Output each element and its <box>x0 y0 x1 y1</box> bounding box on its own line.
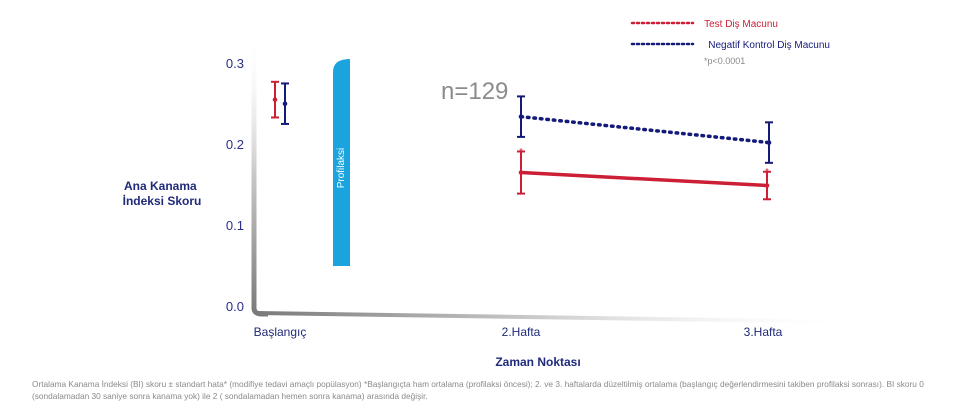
point-marker <box>518 114 524 119</box>
prophylaxis-label: Profilaksi <box>336 148 347 189</box>
y-tick-label: 0.0 <box>226 299 244 314</box>
data-point <box>271 80 279 119</box>
significance-note: *p<0.0001 <box>704 56 745 66</box>
series-line <box>519 170 769 188</box>
y-axis-title-line2: İndeksi Skoru <box>123 193 202 208</box>
x-axis-title: Zaman Noktası <box>495 355 580 369</box>
data-point <box>517 95 525 138</box>
legend-label-control: Negatif Kontrol Diş Macunu <box>708 40 830 51</box>
series-layer: ** <box>271 80 773 201</box>
footnote: Ortalama Kanama İndeksi (BI) skoru ± sta… <box>32 379 924 401</box>
data-point <box>765 121 773 164</box>
significance-marker: * <box>519 146 523 156</box>
x-tick-labels: Başlangıç 2.Hafta 3.Hafta <box>254 325 783 339</box>
axes <box>251 35 861 324</box>
prophylaxis-bar <box>333 59 350 266</box>
y-tick-labels: 0.3 0.2 0.1 0.0 <box>226 56 244 314</box>
y-axis-title: Ana Kanama İndeksi Skoru <box>123 179 202 208</box>
point-marker <box>766 140 772 145</box>
point-marker <box>282 101 288 106</box>
significance-marker: * <box>765 167 769 177</box>
y-tick-label: 0.3 <box>226 56 244 71</box>
y-axis-title-line1: Ana Kanama <box>124 179 197 193</box>
data-point <box>281 82 289 125</box>
y-tick-label: 0.2 <box>226 137 244 152</box>
data-point <box>763 170 771 201</box>
x-axis <box>255 311 861 324</box>
data-point <box>517 150 525 195</box>
legend: Test Diş Macunu Negatif Kontrol Diş Macu… <box>630 19 830 66</box>
point-marker <box>518 170 524 175</box>
series-line <box>519 114 771 145</box>
prophylaxis-band: Profilaksi <box>333 59 350 266</box>
y-axis <box>251 35 268 317</box>
legend-label-test: Test Diş Macunu <box>704 19 778 30</box>
point-marker <box>272 97 278 102</box>
x-tick-label: 3.Hafta <box>744 325 783 339</box>
point-marker <box>764 183 770 188</box>
sample-size-label: n=129 <box>441 78 508 105</box>
x-tick-label: 2.Hafta <box>502 325 541 339</box>
x-tick-label: Başlangıç <box>254 325 307 339</box>
y-tick-label: 0.1 <box>226 218 244 233</box>
